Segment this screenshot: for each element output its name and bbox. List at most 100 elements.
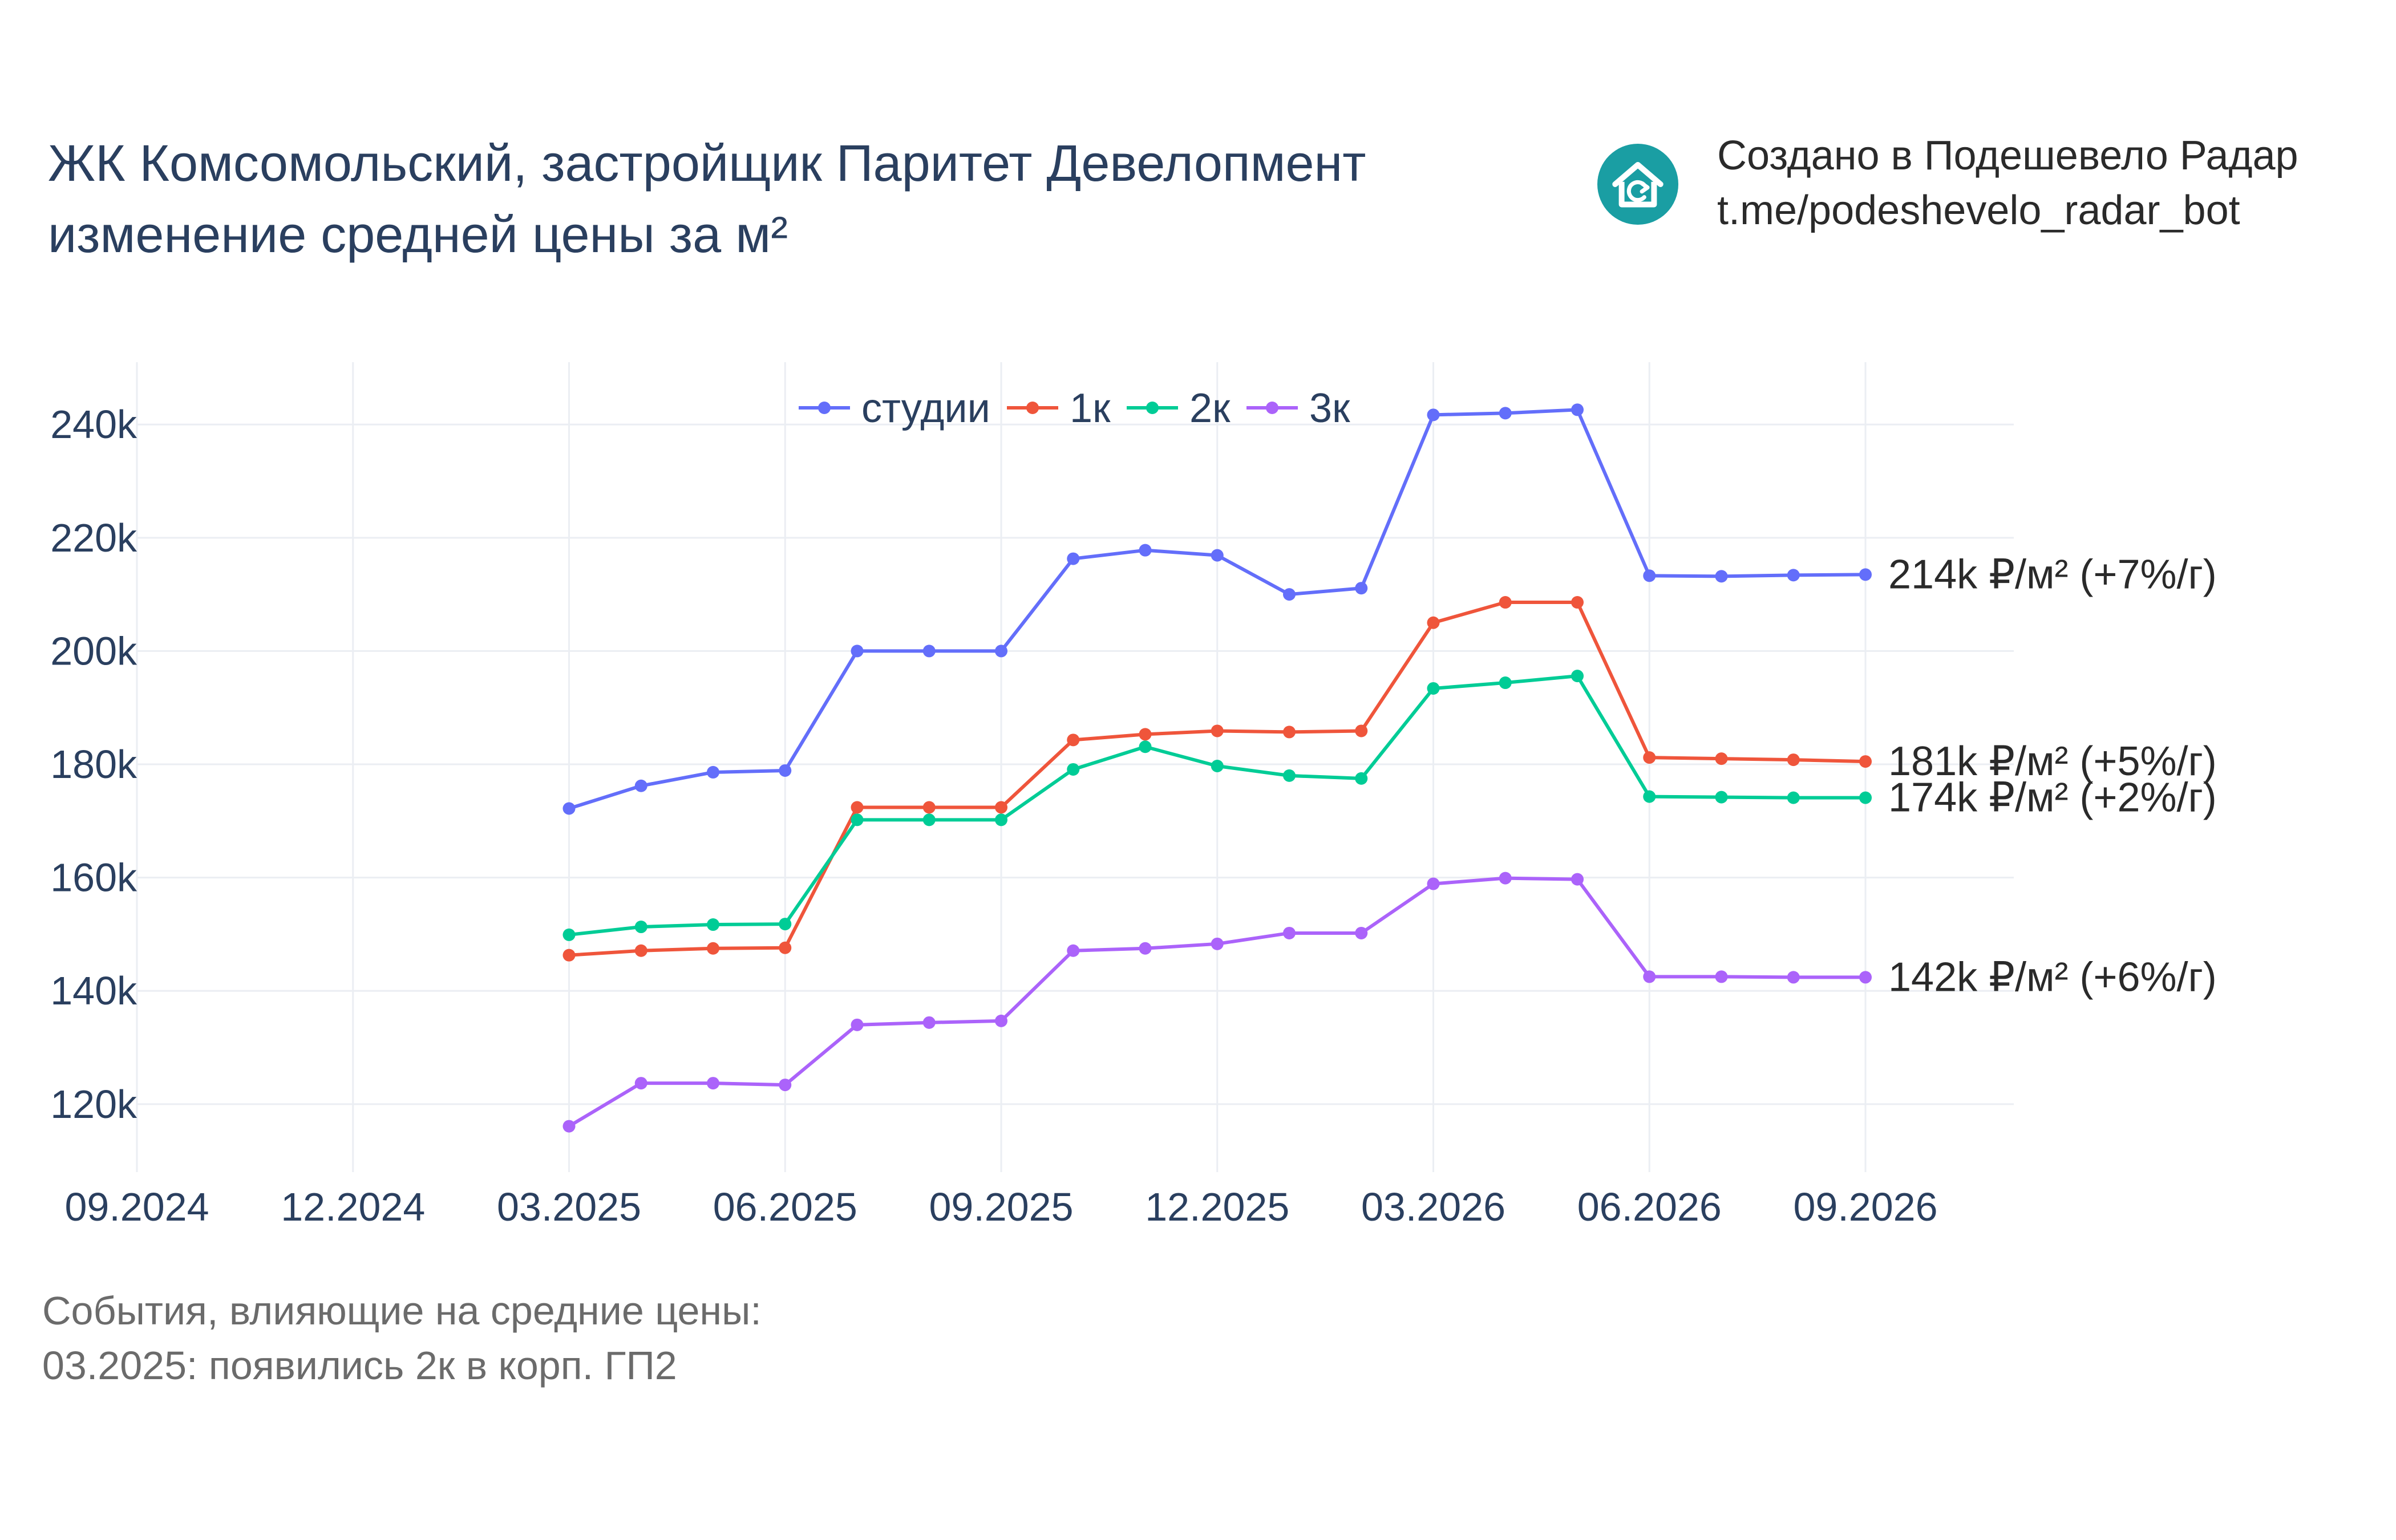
data-point <box>1427 616 1440 629</box>
series-end-label: 174k ₽/м² (+2%/г) <box>1888 775 2217 821</box>
y-tick-label: 180k <box>50 742 137 787</box>
legend-swatch-marker <box>1026 402 1039 414</box>
data-point <box>1355 772 1368 785</box>
data-point <box>1283 769 1296 782</box>
x-tick-label: 03.2026 <box>1361 1185 1505 1229</box>
house-refresh-icon <box>1597 144 1678 225</box>
data-point <box>1139 942 1152 955</box>
legend-label: 1к <box>1070 386 1111 431</box>
data-point <box>1859 568 1872 581</box>
data-point <box>995 813 1007 826</box>
data-point <box>707 1077 719 1090</box>
data-point <box>1355 724 1368 737</box>
data-point <box>1499 407 1512 420</box>
x-tick-label: 09.2024 <box>64 1185 209 1229</box>
data-point <box>634 779 647 792</box>
data-point <box>779 1079 792 1092</box>
legend-label: 3к <box>1309 386 1350 431</box>
legend-swatch-marker <box>1266 402 1278 414</box>
data-point <box>1859 791 1872 804</box>
data-point <box>779 918 792 931</box>
chart-title: ЖК Комсомольский, застройщик Паритет Дев… <box>48 128 1366 271</box>
data-point <box>779 941 792 954</box>
price-line-chart: 09.2024 12.2024 03.2025 06.2025 09.2025 12.20… <box>50 362 2217 1229</box>
series-end-label: 181k ₽/м² (+5%/г) <box>1888 739 2217 784</box>
data-point <box>707 765 719 779</box>
data-point <box>779 764 792 777</box>
data-point <box>1067 733 1080 747</box>
data-point <box>1355 582 1368 595</box>
x-tick-label: 09.2026 <box>1793 1185 1937 1229</box>
data-point <box>851 801 864 814</box>
data-point <box>995 645 1007 658</box>
data-point <box>1499 676 1512 690</box>
data-point <box>1067 944 1080 957</box>
data-point <box>922 645 936 658</box>
data-point <box>1571 873 1584 886</box>
y-tick-label: 200k <box>50 629 137 673</box>
data-point <box>1787 971 1800 984</box>
data-point <box>1643 790 1656 803</box>
data-point <box>1571 596 1584 609</box>
data-point <box>1715 570 1728 583</box>
data-point <box>1787 791 1800 804</box>
x-tick-label: 06.2025 <box>713 1185 857 1229</box>
data-point <box>1067 763 1080 776</box>
data-point <box>1859 755 1872 768</box>
data-point <box>851 813 864 826</box>
data-point <box>1283 726 1296 739</box>
data-point <box>922 1016 936 1029</box>
data-point <box>1139 544 1152 557</box>
data-point <box>634 944 647 957</box>
y-tick-label: 160k <box>50 856 137 900</box>
y-tick-label: 120k <box>50 1082 137 1126</box>
events-note: События, влияющие на средние цены: 03.20… <box>42 1283 762 1393</box>
title-line-1: ЖК Комсомольский, застройщик Паритет Дев… <box>48 135 1366 192</box>
x-tick-label: 06.2026 <box>1577 1185 1722 1229</box>
data-point <box>922 801 936 814</box>
data-point <box>995 801 1007 814</box>
data-point <box>634 921 647 934</box>
data-point <box>1643 751 1656 764</box>
data-point <box>1715 752 1728 765</box>
y-tick-label: 220k <box>50 516 137 560</box>
data-point <box>1571 403 1584 416</box>
data-point <box>1427 682 1440 695</box>
series-end-label: 142k ₽/м² (+6%/г) <box>1888 954 2217 1000</box>
x-tick-label: 12.2024 <box>281 1185 425 1229</box>
x-tick-label: 03.2025 <box>497 1185 641 1229</box>
y-tick-label: 240k <box>50 402 137 447</box>
data-point <box>1283 926 1296 939</box>
legend-swatch-marker <box>1146 402 1159 414</box>
x-tick-label: 09.2025 <box>929 1185 1073 1229</box>
events-item-1: 03.2025: появились 2к в корп. ГП2 <box>42 1343 677 1388</box>
brand-line-2[interactable]: t.me/podeshevelo_radar_bot <box>1717 188 2240 233</box>
data-point <box>1427 877 1440 890</box>
data-point <box>1355 926 1368 939</box>
data-point <box>707 918 719 931</box>
events-heading: События, влияющие на средние цены: <box>42 1288 762 1333</box>
data-point <box>851 1018 864 1031</box>
legend-label: 2к <box>1189 386 1231 431</box>
data-point <box>562 928 576 941</box>
data-point <box>1139 728 1152 741</box>
data-point <box>1571 670 1584 683</box>
data-point <box>1787 569 1800 582</box>
data-point <box>1211 549 1224 562</box>
data-point <box>1211 760 1224 773</box>
y-tick-label: 140k <box>50 968 137 1013</box>
data-point <box>562 802 576 815</box>
legend-swatch-marker <box>818 402 831 414</box>
data-point <box>707 942 719 955</box>
data-point <box>851 645 864 658</box>
data-point <box>1715 970 1728 983</box>
data-point <box>1067 552 1080 565</box>
x-tick-label: 12.2025 <box>1145 1185 1289 1229</box>
data-point <box>1643 970 1656 983</box>
brand-caption: Создано в Подешевело Радар t.me/podeshev… <box>1717 128 2298 238</box>
data-point <box>1139 740 1152 753</box>
data-point <box>1283 588 1296 601</box>
data-point <box>995 1014 1007 1027</box>
data-point <box>922 813 936 826</box>
data-point <box>1859 971 1872 984</box>
